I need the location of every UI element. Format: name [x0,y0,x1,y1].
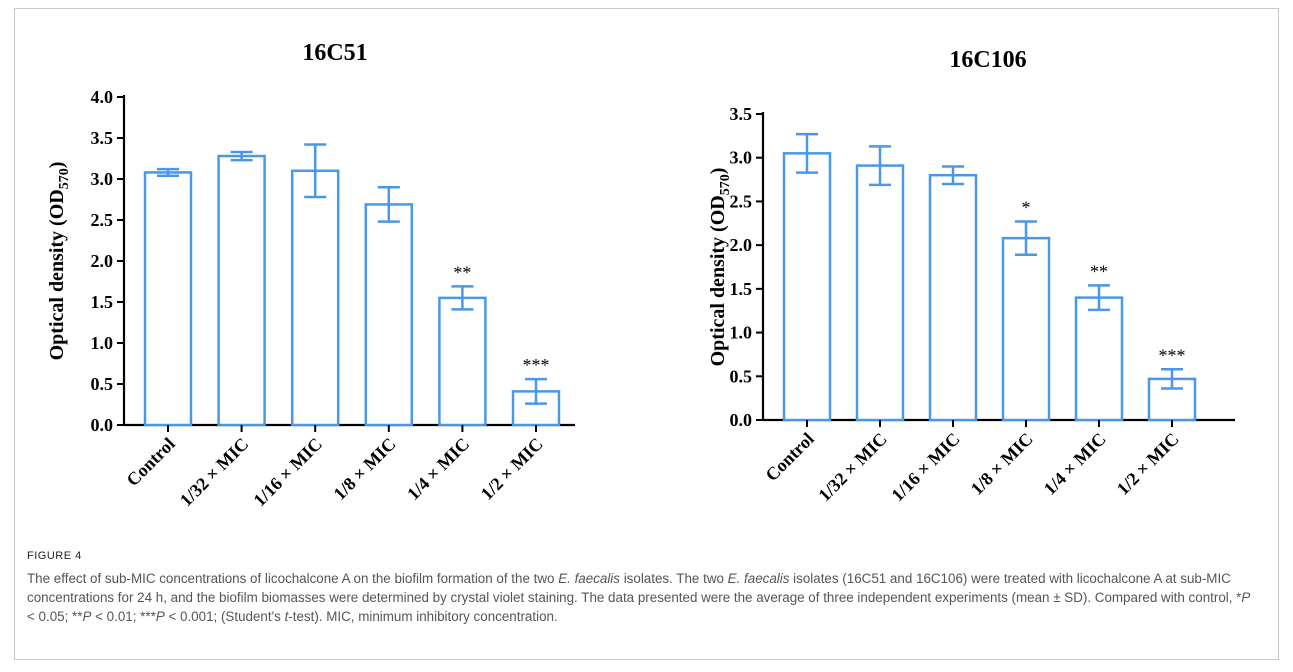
significance-mark: *** [1159,345,1186,365]
significance-mark: * [1022,198,1031,218]
caption-segment: < 0.05; ** [27,609,83,624]
bar [782,152,832,422]
significance-mark: *** [523,355,550,375]
figure-label: FIGURE 4 [27,550,82,562]
y-tick-label: 2.0 [730,235,753,255]
y-tick-label: 1.5 [730,279,753,299]
category-label: 1/4 × MIC [1040,429,1110,499]
category-label: 1/2 × MIC [1113,429,1183,499]
caption-segment: -test). MIC, minimum inhibitory concentr… [288,609,558,624]
y-axis-label-subscript: 570 [718,174,733,195]
category-label: 1/4 × MIC [403,434,473,504]
y-axis-label-main: Optical density (OD [46,189,68,360]
category-label: 1/32 × MIC [814,429,891,506]
y-tick-label: 3.5 [730,104,753,124]
y-tick-label: 3.0 [730,148,753,168]
y-tick-label: 3.5 [91,128,114,148]
bar [1001,236,1051,422]
y-tick-label: 0.0 [91,415,114,435]
category-label: Control [761,429,817,485]
y-tick-label: 0.5 [91,374,114,394]
y-tick-label: 4.0 [91,87,114,107]
caption-segment: P [1241,590,1251,605]
caption-segment: E. faecalis [727,571,790,586]
y-tick-label: 2.0 [91,251,114,271]
y-tick-label: 2.5 [730,191,753,211]
bar [217,154,266,427]
bar [1074,296,1124,422]
caption-segment: t [284,609,289,624]
category-label: 1/32 × MIC [176,434,253,511]
caption-segment: < 0.01; *** [91,609,156,624]
category-label: 1/16 × MIC [887,429,964,506]
y-axis-label-main: Optical density (OD [707,195,729,366]
significance-mark: ** [453,262,471,282]
caption-segment: isolates (16C51 and 16C106) were treated… [27,571,1242,605]
y-axis-label-close: ) [46,162,68,169]
bar [143,171,193,427]
category-label: 1/8 × MIC [967,429,1037,499]
chart-16c51: 16C51 Optical density (OD570) 0.0 0.5 1.0 1.5… [46,40,575,511]
significance-mark: ** [1090,261,1108,281]
y-tick-label: 3.0 [91,169,114,189]
caption-segment: P [155,609,165,624]
category-label: 1/2 × MIC [477,434,547,504]
caption-segment: P [82,609,92,624]
bar [290,169,340,427]
y-axis-label-close: ) [707,168,729,175]
y-tick-label: 0.5 [730,366,753,386]
y-axis-label: Optical density (OD570) [707,168,733,367]
category-label: 1/16 × MIC [249,434,326,511]
caption-segment: E. faecalis [558,571,620,586]
y-tick-label: 1.0 [730,323,753,343]
y-tick-label: 0.0 [730,410,753,430]
chart-title: 16C106 [949,47,1026,73]
bar [855,164,905,422]
chart-title: 16C51 [302,40,367,66]
bar [928,173,978,422]
bar [364,203,414,427]
y-tick-label: 2.5 [91,210,114,230]
y-tick-label: 1.0 [91,333,114,353]
category-label: 1/8 × MIC [329,434,399,504]
y-axis-label-subscript: 570 [57,168,72,189]
bar [438,296,487,427]
chart-16c106: 16C106 Optical density (OD570) 0.0 0.5 1.0 1.… [707,47,1235,506]
caption-segment: isolates. The two [619,571,728,586]
y-tick-label: 1.5 [91,292,114,312]
figure-caption: The effect of sub-MIC concentrations of … [27,569,1252,626]
y-axis-label: Optical density (OD570) [46,162,72,361]
caption-segment: The effect of sub-MIC concentrations of … [27,571,559,586]
caption-segment: < 0.001; (Student's [164,609,285,624]
category-label: Control [122,434,178,490]
